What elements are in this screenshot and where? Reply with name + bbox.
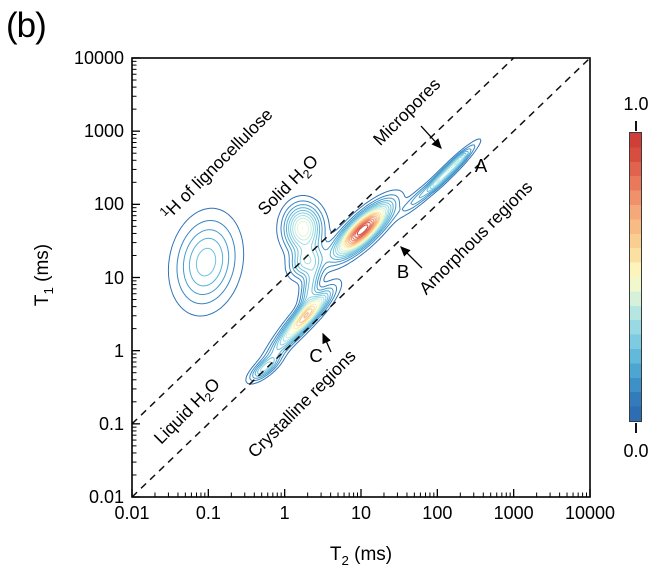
label-region-a: A (474, 155, 488, 176)
contour-level-path (288, 208, 385, 336)
label-region-c: C (309, 345, 323, 366)
contour-level-path (352, 220, 373, 240)
micropores-arrow (420, 125, 442, 149)
contour-level-path (354, 222, 371, 238)
x-axis-title-subscript: 2 (341, 552, 349, 568)
x-tick-label: 10000 (564, 503, 616, 523)
contour-level-path (291, 210, 384, 333)
contour-level-path (188, 150, 469, 377)
contour-level-path (285, 159, 460, 339)
y-tick-label: 10000 (73, 48, 124, 68)
y-tick-label: 1000 (83, 121, 124, 142)
reference-lines (131, 57, 591, 498)
contour-lines (167, 138, 482, 385)
contour-level-path (282, 156, 463, 342)
axis-ticks (131, 57, 591, 498)
contour-level-path (296, 212, 381, 327)
contour-level-path (260, 154, 465, 372)
y-tick-label: 10 (103, 267, 124, 288)
contour-level-path (350, 218, 375, 242)
region-c-arrow (322, 332, 332, 353)
colorbar-top-tick (635, 121, 637, 131)
x-axis-title-units: (ms) (348, 544, 393, 566)
y-tick-label: 0.01 (88, 487, 124, 507)
x-tick-label: 100 (422, 503, 453, 523)
contour-level-path (303, 215, 378, 319)
contour-level-path (356, 224, 369, 236)
y-tick-label: 0.1 (98, 413, 124, 434)
line-t1-equals-10t2 (131, 57, 515, 425)
annotation-arrows (322, 125, 442, 353)
colorbar-bottom-tick (635, 423, 637, 433)
colorbar-min-label: 0.0 (623, 441, 649, 461)
contour-level-path (182, 148, 472, 379)
contour-level-path (299, 214, 379, 323)
x-axis-title-symbol: T (329, 544, 342, 566)
line-t1-equals-t2 (131, 57, 591, 498)
y-axis-title-symbol: T (32, 294, 54, 307)
region-b-arrow (400, 246, 423, 269)
contour-level-path (167, 138, 482, 385)
x-axis-title: T2 (ms) (330, 544, 392, 568)
contour-level-path (293, 211, 382, 330)
colorbar-max-label: 1.0 (623, 94, 649, 114)
x-tick-label: 0.01 (114, 503, 150, 523)
panel-label: (b) (6, 6, 47, 45)
contour-level-path (349, 217, 376, 243)
contour-level-path (176, 144, 476, 382)
x-tick-label: 1 (279, 503, 290, 523)
colorbar (629, 132, 642, 422)
y-tick-label: 1 (113, 340, 124, 361)
x-tick-label: 10 (350, 503, 372, 523)
y-tick-label: 100 (93, 194, 124, 215)
x-tick-label: 0.1 (195, 503, 221, 523)
label-region-b: B (396, 261, 410, 282)
x-tick-label: 1000 (493, 503, 534, 523)
contour-level-path (195, 152, 467, 375)
